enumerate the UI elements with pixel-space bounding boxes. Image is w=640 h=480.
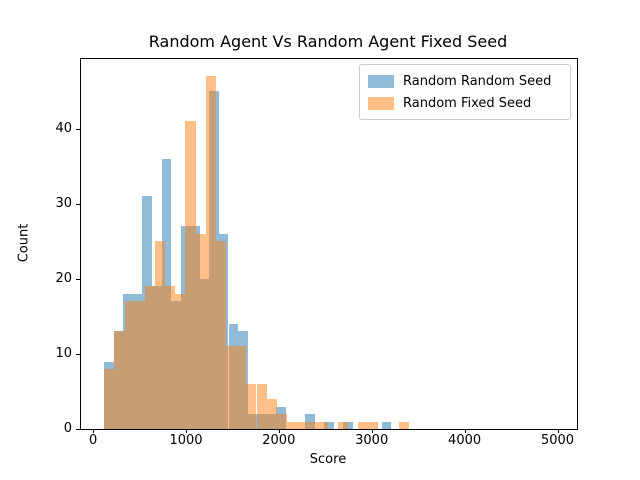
histogram-bar-random-fixed-seed xyxy=(276,414,287,429)
histogram-bar-random-fixed-seed xyxy=(104,369,115,429)
histogram-bar-random-fixed-seed xyxy=(286,421,298,429)
y-axis-label: Count xyxy=(16,223,32,263)
y-tick-mark xyxy=(76,429,80,430)
histogram-bar-random-fixed-seed xyxy=(256,384,267,429)
histogram-bar-random-fixed-seed xyxy=(337,421,348,429)
legend-label: Random Random Seed xyxy=(403,73,552,89)
legend-entry-random-fixed-seed: Random Fixed Seed xyxy=(368,92,562,114)
histogram-bar-random-random-seed xyxy=(324,421,334,429)
chart-title: Random Agent Vs Random Agent Fixed Seed xyxy=(148,32,508,51)
histogram-bar-random-fixed-seed xyxy=(236,346,247,429)
histogram-bar-random-fixed-seed xyxy=(144,286,155,429)
histogram-bar-random-fixed-seed xyxy=(246,384,257,429)
x-tick-mark xyxy=(464,429,466,433)
y-tick-label: 40 xyxy=(55,121,72,136)
histogram-bar-random-fixed-seed xyxy=(215,241,227,429)
x-tick-label: 0 xyxy=(88,433,98,448)
x-tick-mark xyxy=(371,429,373,433)
histogram-bar-random-fixed-seed xyxy=(124,301,135,429)
histogram-bar-random-fixed-seed xyxy=(114,331,125,429)
histogram-bar-random-fixed-seed xyxy=(358,421,369,429)
x-tick-label: 1000 xyxy=(169,433,203,448)
histogram-bar-random-fixed-seed xyxy=(165,286,176,429)
x-tick-label: 3000 xyxy=(355,433,389,448)
x-axis-label: Score xyxy=(309,452,347,467)
histogram-bar-random-fixed-seed xyxy=(175,293,186,429)
legend-label: Random Fixed Seed xyxy=(403,95,532,111)
legend-entry-random-random-seed: Random Random Seed xyxy=(368,70,562,92)
histogram-bar-random-fixed-seed xyxy=(266,399,277,429)
x-tick-label: 2000 xyxy=(262,433,296,448)
histogram-bar-random-fixed-seed xyxy=(185,121,196,429)
y-tick-label: 0 xyxy=(63,421,72,436)
histogram-bar-random-random-seed xyxy=(381,421,392,429)
legend-swatch-blue xyxy=(368,74,394,88)
histogram-bar-random-fixed-seed xyxy=(297,421,308,429)
y-tick-label: 30 xyxy=(55,196,72,211)
histogram-bar-random-fixed-seed xyxy=(307,421,318,429)
histogram-bar-random-fixed-seed xyxy=(154,241,166,429)
x-tick-mark xyxy=(278,429,280,433)
histogram-bar-random-fixed-seed xyxy=(317,421,328,429)
x-tick-label: 4000 xyxy=(448,433,482,448)
histogram-bar-random-fixed-seed xyxy=(226,346,237,429)
legend: Random Random Seed Random Fixed Seed xyxy=(359,64,571,120)
plot-area xyxy=(80,58,578,430)
y-tick-label: 10 xyxy=(55,346,72,361)
legend-swatch-orange xyxy=(368,96,394,110)
y-tick-mark xyxy=(76,129,80,130)
histogram-bar-random-random-seed xyxy=(343,421,353,429)
histogram-bar-random-fixed-seed xyxy=(134,301,145,429)
histogram-bar-random-fixed-seed xyxy=(205,76,216,429)
y-tick-mark xyxy=(76,279,80,280)
y-tick-mark xyxy=(76,204,80,205)
y-tick-label: 20 xyxy=(55,271,72,286)
y-tick-mark xyxy=(76,354,80,355)
histogram-bar-random-fixed-seed xyxy=(195,233,206,429)
x-tick-mark xyxy=(93,429,95,433)
histogram-bar-random-fixed-seed xyxy=(398,421,409,429)
x-tick-mark xyxy=(557,429,559,433)
x-tick-label: 5000 xyxy=(540,433,575,448)
histogram-bar-random-fixed-seed xyxy=(368,421,379,429)
x-tick-mark xyxy=(186,429,187,433)
